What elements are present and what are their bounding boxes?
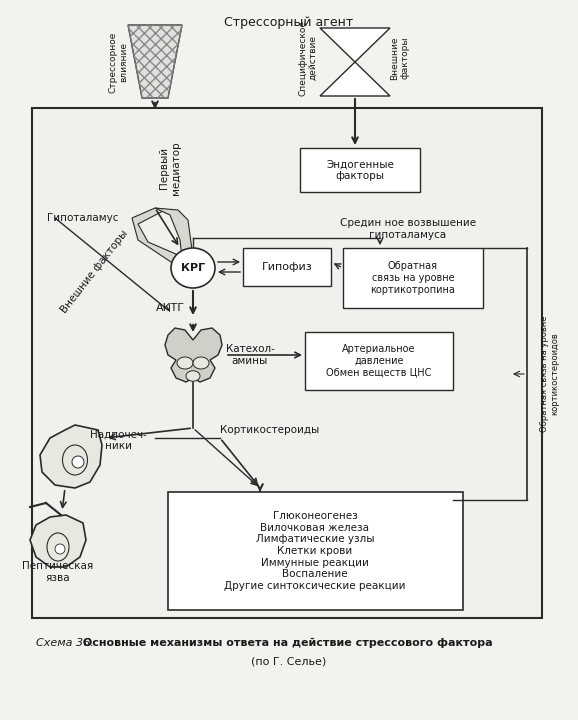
- Bar: [243, 248, 331, 286]
- Text: (по Г. Селье): (по Г. Селье): [251, 656, 327, 666]
- Text: АКТГ: АКТГ: [155, 303, 184, 313]
- Text: Гипоталамус: Гипоталамус: [47, 213, 118, 223]
- Text: Внешние факторы: Внешние факторы: [60, 229, 131, 315]
- Ellipse shape: [171, 248, 215, 288]
- Text: Кортикостероиды: Кортикостероиды: [220, 425, 320, 435]
- Ellipse shape: [186, 371, 200, 382]
- Text: Эндогенные
факторы: Эндогенные факторы: [326, 159, 394, 181]
- Polygon shape: [40, 425, 102, 488]
- Polygon shape: [320, 62, 390, 96]
- Text: Пептическая
язва: Пептическая язва: [23, 561, 94, 582]
- Text: Внешние
факторы: Внешние факторы: [390, 36, 410, 80]
- Bar: [168, 492, 463, 610]
- Text: Надпочеч-
ники: Надпочеч- ники: [90, 429, 146, 451]
- Text: Средин ное возвышение
гипоталамуса: Средин ное возвышение гипоталамуса: [340, 218, 476, 240]
- Circle shape: [72, 456, 84, 468]
- Text: Гипофиз: Гипофиз: [262, 262, 312, 272]
- Polygon shape: [132, 208, 185, 268]
- Polygon shape: [128, 25, 182, 98]
- Text: Обратная
связь на уровне
кортикотропина: Обратная связь на уровне кортикотропина: [370, 261, 455, 294]
- Ellipse shape: [177, 357, 193, 369]
- Bar: [343, 248, 483, 308]
- Bar: [300, 148, 420, 192]
- Circle shape: [55, 544, 65, 554]
- Text: КРГ: КРГ: [181, 263, 205, 273]
- Bar: [32, 108, 542, 618]
- Text: Катехол-
амины: Катехол- амины: [225, 344, 275, 366]
- Polygon shape: [165, 328, 222, 382]
- Polygon shape: [155, 208, 192, 258]
- Text: Специфическое
действие: Специфическое действие: [298, 20, 318, 96]
- Text: Обратная связь на уровне
кортикостероидов: Обратная связь на уровне кортикостероидо…: [540, 316, 560, 432]
- Text: Первый
медиатор: Первый медиатор: [159, 141, 181, 195]
- Text: Артериальное
давление
Обмен веществ ЦНС: Артериальное давление Обмен веществ ЦНС: [327, 344, 432, 377]
- Text: Схема 36.: Схема 36.: [36, 638, 94, 648]
- Polygon shape: [320, 28, 390, 62]
- Text: Основные механизмы ответа на действие стрессового фактора: Основные механизмы ответа на действие ст…: [79, 638, 492, 648]
- Ellipse shape: [193, 357, 209, 369]
- Polygon shape: [30, 515, 86, 567]
- Bar: [305, 332, 453, 390]
- Text: Стрессорный агент: Стрессорный агент: [224, 16, 354, 29]
- Text: Стрессорное
влияние: Стрессорное влияние: [108, 31, 128, 93]
- Text: Глюконеогенез
Вилочковая железа
Лимфатические узлы
Клетки крови
Иммунные реакции: Глюконеогенез Вилочковая железа Лимфатич…: [224, 511, 406, 591]
